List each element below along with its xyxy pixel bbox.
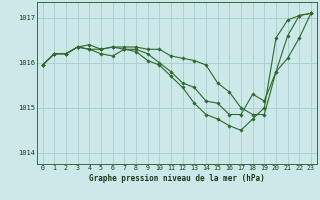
X-axis label: Graphe pression niveau de la mer (hPa): Graphe pression niveau de la mer (hPa) <box>89 174 265 183</box>
